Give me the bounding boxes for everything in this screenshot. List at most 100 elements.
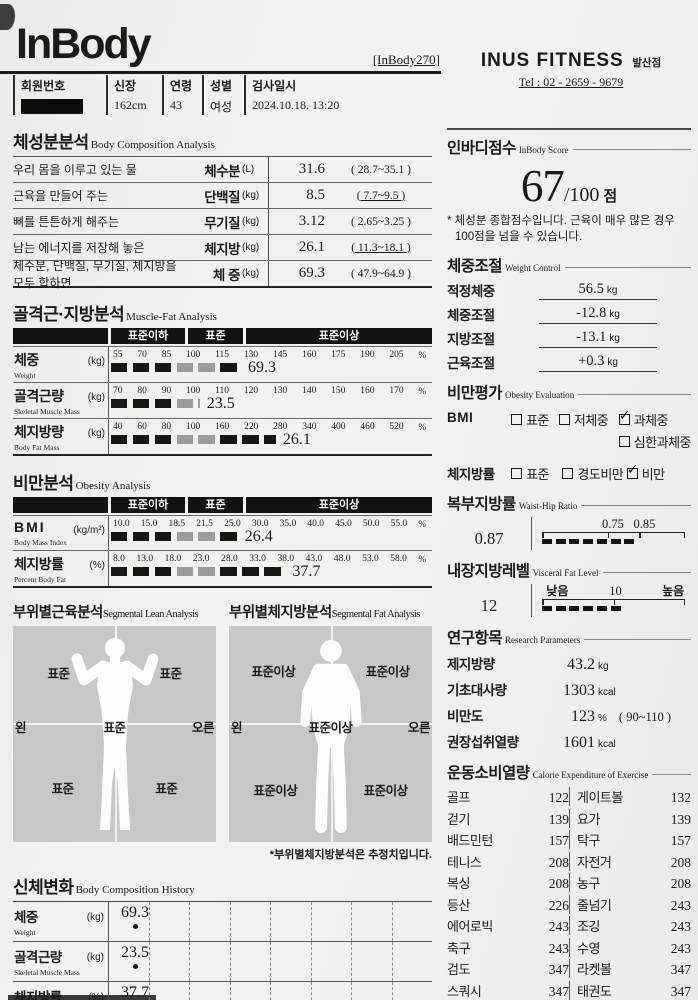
obesity-analysis-section: 비만분석 Obesity Analysis 표준이하 표준 표준이상 BMI (kg… bbox=[13, 469, 432, 588]
bar-segment bbox=[132, 435, 150, 444]
checkbox bbox=[562, 467, 574, 479]
row-label: 단백질 bbox=[204, 189, 240, 205]
scan-artifact-bottom bbox=[8, 995, 156, 1000]
height-value: 162cm bbox=[114, 98, 147, 112]
vfl-gauge-row: 12 낮음 10 높음 bbox=[447, 584, 691, 618]
scale-tick: 40.0 bbox=[307, 519, 324, 529]
exercise-kcal: 157 bbox=[548, 833, 569, 849]
scale-tick: 38.0 bbox=[277, 554, 295, 564]
bmi-evaluation-row: BMI 표준 저체중 과체중 심한과체중 bbox=[447, 407, 692, 451]
bar-segment bbox=[154, 532, 172, 541]
gym-branch: 발산점 bbox=[632, 57, 662, 69]
score-display: 67/100 점 bbox=[447, 160, 691, 212]
row-label: 권장섭취열량 bbox=[447, 735, 519, 751]
muscle-fat-chart: 표준이하 표준 표준이상 체중 (kg) Weight 55 70 85 100 115 13… bbox=[13, 328, 432, 456]
scale-tick: 25.0 bbox=[224, 519, 241, 529]
pbf-evaluation-row: 체지방률 표준 경도비만 비만 bbox=[447, 461, 691, 483]
whr-bar bbox=[542, 538, 685, 546]
row-label: 골격근량 bbox=[14, 388, 64, 404]
title-rule bbox=[564, 267, 691, 269]
scale-tick: 58.0 bbox=[390, 554, 407, 564]
bar-segment bbox=[176, 532, 194, 541]
gauge-dash bbox=[542, 539, 552, 545]
data-point-dot bbox=[132, 964, 138, 969]
scale-tick: 460 bbox=[360, 422, 375, 432]
scale-tick: 18.5 bbox=[168, 519, 186, 529]
exercise-calorie-section: 운동소비열량 Calorie Expenditure of Exercise 골프… bbox=[447, 761, 691, 1000]
obesity-chart: 표준이하 표준 표준이상 BMI (kg/m²) Body Mass Index 1… bbox=[13, 497, 432, 588]
checkbox bbox=[626, 461, 638, 479]
row-value: +0.3 kg bbox=[539, 353, 657, 373]
row-unit: (kg) bbox=[87, 356, 105, 367]
scale-tick: 18.0 bbox=[164, 554, 182, 564]
chart-row-bfm: 체지방량 (kg) Body Fat Mass 40 60 80 100 160 220 280… bbox=[13, 418, 432, 454]
scale-tick: 50.0 bbox=[362, 519, 380, 529]
gauge-dash bbox=[596, 606, 607, 612]
band-over: 표준이상 bbox=[246, 328, 432, 344]
history-value: 69.3 bbox=[121, 904, 149, 921]
right-column: 인바디점수 InBody Score 67/100 점 * 체성분 종합점수입니다… bbox=[447, 128, 692, 1000]
test-datetime-cell: 검사일시 2024.10.18. 13:20 bbox=[244, 75, 440, 115]
band-normal: 표준 bbox=[188, 497, 243, 513]
scale-tick: 160 bbox=[302, 350, 317, 360]
scale-tick: 70 bbox=[113, 386, 123, 396]
title-rule bbox=[572, 149, 691, 150]
bar-segment bbox=[111, 399, 128, 408]
history-grid-cell bbox=[150, 982, 190, 1000]
row-unit: kcal bbox=[598, 687, 616, 699]
scale-tick: 175 bbox=[331, 350, 346, 360]
section-title: 연구항목 bbox=[447, 630, 503, 648]
bar-segment bbox=[198, 567, 215, 576]
history-grid-cell bbox=[150, 942, 190, 981]
history-grid-cell bbox=[231, 982, 271, 1000]
row-unit: (L) bbox=[242, 164, 255, 175]
bar-segment bbox=[198, 532, 215, 541]
value: -12.8 bbox=[576, 305, 607, 322]
gauge-dash bbox=[610, 539, 621, 545]
score-denominator: /100 bbox=[563, 184, 600, 206]
row-value: 123 bbox=[571, 708, 595, 726]
option-label: 심한과체중 bbox=[633, 435, 692, 451]
option-label: 표준 bbox=[526, 466, 549, 482]
bar-segment bbox=[264, 567, 281, 576]
unit: kg bbox=[609, 333, 620, 345]
age-label: 연령 bbox=[170, 79, 193, 93]
unit: kg bbox=[607, 357, 618, 369]
exercise-name: 골프 bbox=[447, 790, 470, 806]
exercise-name: 농구 bbox=[569, 873, 655, 893]
right-side-label: 오른 bbox=[407, 720, 431, 735]
history-grid-cell bbox=[312, 982, 352, 1000]
scale-tick: 80 bbox=[137, 386, 147, 396]
gauge-mid-label: 10 bbox=[609, 584, 622, 599]
row-label: 체지방량 bbox=[14, 424, 64, 440]
whr-gauge-row: 0.87 0.75 0.85 bbox=[447, 517, 691, 551]
section-title: 비만분석 bbox=[13, 474, 74, 493]
history-grid-cell bbox=[271, 902, 312, 941]
history-row-smm: 골격근량 (kg) Skeletal Muscle Mass 23.5 bbox=[13, 942, 432, 982]
row-unit: (kg) bbox=[86, 912, 104, 923]
scale-tick: 40 bbox=[113, 422, 123, 432]
bmi-bar: 26.4 bbox=[111, 528, 428, 545]
scale-tick: 100 bbox=[185, 422, 201, 432]
section-subtitle: Body Composition Analysis bbox=[90, 139, 215, 151]
bar-segment bbox=[176, 567, 194, 576]
age-value: 43 bbox=[170, 98, 182, 112]
scale-tick: 45.0 bbox=[335, 519, 352, 529]
row-label: 체중 bbox=[14, 910, 38, 925]
chart-row-weight: 체중 (kg) Weight 55 70 85 100 115 130 145 160 175 190… bbox=[13, 346, 432, 382]
scale-tick: 10.0 bbox=[113, 519, 130, 529]
section-subtitle: Obesity Analysis bbox=[75, 480, 151, 492]
scale-ticks: 40 60 80 100 160 220 280 340 400 460 520% bbox=[111, 420, 428, 432]
scale-tick: 28.0 bbox=[221, 554, 238, 564]
muscle-fat-analysis-section: 골격근·지방분석 Muscle-Fat Analysis 표준이하 표준 표준이상… bbox=[13, 300, 432, 456]
gauge-tick-label: 0.85 bbox=[633, 517, 656, 532]
section-subtitle: Segmental Lean Analysis bbox=[102, 609, 199, 620]
exercise-kcal: 139 bbox=[670, 811, 691, 827]
member-info-row: 회원번호 신장 162cm 연령 43 성별 여성 검사일시 2024.10.1… bbox=[13, 75, 440, 115]
body-composition-analysis-section: 체성분분석 Body Composition Analysis 우리 몸을 이루고… bbox=[13, 128, 432, 290]
scale-tick: 160 bbox=[215, 422, 230, 432]
exercise-name: 등산 bbox=[447, 897, 470, 913]
recommended-calorie-row: 권장섭취열량 1601 kcal bbox=[447, 731, 691, 752]
band-under: 표준이하 bbox=[111, 497, 185, 513]
